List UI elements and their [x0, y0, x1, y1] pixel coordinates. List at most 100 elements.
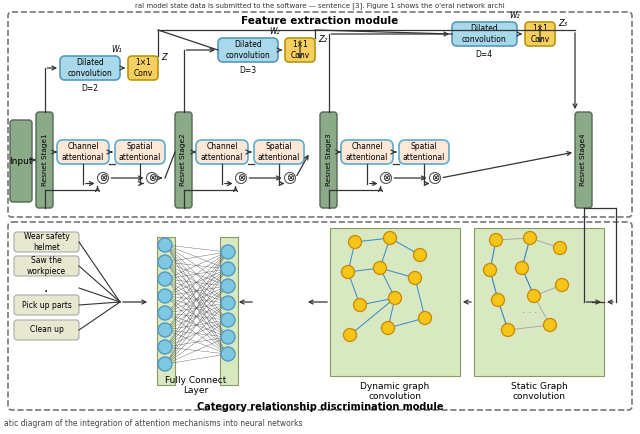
FancyBboxPatch shape [341, 140, 393, 164]
Text: Input: Input [9, 157, 33, 165]
Circle shape [353, 299, 367, 312]
Circle shape [383, 231, 397, 244]
Text: Spatial
attentional: Spatial attentional [403, 142, 445, 162]
Text: D=3: D=3 [239, 66, 257, 75]
Text: Dilated
convolution: Dilated convolution [462, 24, 507, 44]
FancyBboxPatch shape [115, 140, 165, 164]
FancyBboxPatch shape [14, 295, 79, 315]
Circle shape [543, 319, 557, 332]
Bar [474, 228, 604, 376]
Text: Dilated
convolution: Dilated convolution [226, 40, 270, 60]
Text: Spatial
attentional: Spatial attentional [258, 142, 300, 162]
Bar [330, 228, 460, 376]
Circle shape [221, 245, 235, 259]
Text: W₁: W₁ [111, 45, 122, 54]
FancyBboxPatch shape [14, 256, 79, 276]
Text: Z: Z [161, 53, 167, 62]
FancyBboxPatch shape [60, 56, 120, 80]
Circle shape [158, 238, 172, 252]
Circle shape [374, 262, 387, 274]
FancyBboxPatch shape [399, 140, 449, 164]
Text: Channel
attentional: Channel attentional [346, 142, 388, 162]
FancyBboxPatch shape [36, 112, 53, 208]
Circle shape [388, 292, 401, 305]
Circle shape [381, 322, 394, 335]
Text: D=4: D=4 [476, 50, 493, 59]
Circle shape [158, 357, 172, 371]
FancyBboxPatch shape [285, 38, 315, 62]
Text: Fully Connect
Layer: Fully Connect Layer [165, 376, 227, 395]
FancyBboxPatch shape [196, 140, 248, 164]
Text: ⊗: ⊗ [286, 173, 294, 183]
Circle shape [158, 255, 172, 269]
Circle shape [419, 312, 431, 325]
Text: Dilated
convolution: Dilated convolution [68, 58, 113, 78]
Circle shape [158, 289, 172, 303]
FancyBboxPatch shape [8, 12, 632, 217]
Circle shape [349, 236, 362, 249]
Text: Resnet Stage3: Resnet Stage3 [326, 134, 332, 186]
Circle shape [158, 323, 172, 337]
Text: Resnet Stage1: Resnet Stage1 [42, 134, 47, 186]
Text: .: . [44, 281, 48, 295]
FancyBboxPatch shape [57, 140, 109, 164]
Bar [220, 237, 238, 385]
Circle shape [147, 172, 157, 184]
Circle shape [158, 272, 172, 286]
Text: ⊗: ⊗ [148, 173, 156, 183]
FancyBboxPatch shape [575, 112, 592, 208]
FancyBboxPatch shape [175, 112, 192, 208]
Text: Resnet Stage2: Resnet Stage2 [180, 134, 186, 186]
Circle shape [515, 262, 529, 274]
Circle shape [221, 347, 235, 361]
Text: ⊗: ⊗ [237, 173, 245, 183]
Circle shape [556, 279, 568, 292]
Text: Clean up: Clean up [29, 326, 63, 335]
Text: Feature extraction module: Feature extraction module [241, 16, 399, 26]
Text: Channel
attentional: Channel attentional [201, 142, 243, 162]
Text: W₂: W₂ [509, 11, 520, 20]
Circle shape [524, 231, 536, 244]
FancyBboxPatch shape [14, 320, 79, 340]
Circle shape [502, 323, 515, 336]
Circle shape [527, 289, 541, 302]
Circle shape [236, 172, 246, 184]
Text: 1×1
Conv: 1×1 Conv [133, 58, 152, 78]
Text: Category relationship discrimination module: Category relationship discrimination mod… [196, 402, 444, 412]
Circle shape [554, 241, 566, 254]
Circle shape [344, 329, 356, 342]
Circle shape [492, 293, 504, 306]
Text: Dynamic graph
convolution: Dynamic graph convolution [360, 382, 429, 401]
Circle shape [97, 172, 109, 184]
Text: Z₂: Z₂ [318, 36, 327, 45]
Circle shape [158, 340, 172, 354]
FancyBboxPatch shape [128, 56, 158, 80]
Circle shape [408, 272, 422, 285]
Text: ral model state data is submitted to the software — sentence [3]. Figure 1 shows: ral model state data is submitted to the… [135, 2, 505, 9]
Circle shape [221, 279, 235, 293]
Text: atic diagram of the integration of attention mechanisms into neural networks: atic diagram of the integration of atten… [4, 419, 303, 428]
Text: Channel
attentional: Channel attentional [62, 142, 104, 162]
Circle shape [285, 172, 296, 184]
Text: 1×1
Conv: 1×1 Conv [291, 40, 310, 60]
FancyBboxPatch shape [8, 222, 632, 410]
Text: Pick up parts: Pick up parts [22, 300, 72, 309]
Text: ⊗: ⊗ [99, 173, 107, 183]
Text: ⊗: ⊗ [431, 173, 439, 183]
FancyBboxPatch shape [10, 120, 32, 202]
FancyBboxPatch shape [254, 140, 304, 164]
Circle shape [429, 172, 440, 184]
Text: ⊗: ⊗ [382, 173, 390, 183]
Circle shape [221, 313, 235, 327]
Circle shape [413, 249, 426, 262]
Text: Spatial
attentional: Spatial attentional [119, 142, 161, 162]
Text: Wear safety
helmet: Wear safety helmet [24, 232, 69, 252]
Circle shape [158, 306, 172, 320]
Circle shape [342, 266, 355, 279]
Circle shape [221, 262, 235, 276]
FancyBboxPatch shape [218, 38, 278, 62]
Text: W₂: W₂ [269, 27, 280, 36]
Text: D=2: D=2 [81, 84, 99, 93]
Text: Saw the
workpiece: Saw the workpiece [27, 256, 66, 276]
FancyBboxPatch shape [320, 112, 337, 208]
